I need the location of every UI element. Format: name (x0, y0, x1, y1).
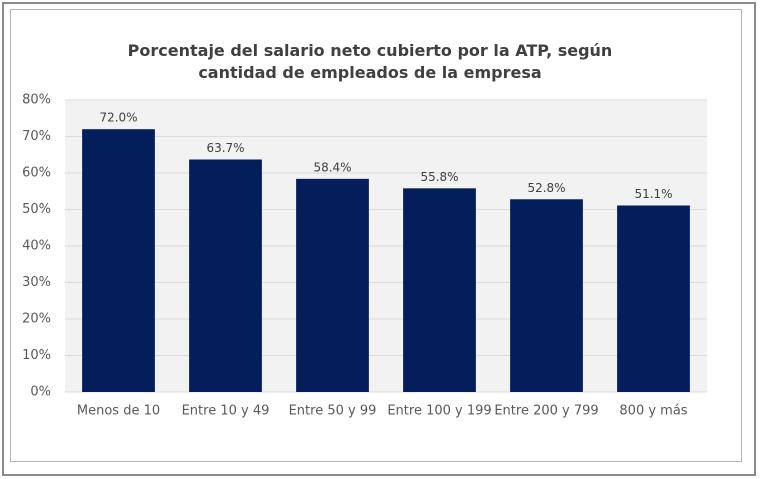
y-tick-label: 30% (22, 275, 51, 290)
x-tick-label: Entre 200 y 799 (494, 404, 598, 419)
value-label: 55.8% (420, 170, 458, 184)
inner-frame (10, 9, 742, 462)
value-label: 63.7% (206, 141, 244, 155)
value-label: 51.1% (634, 187, 672, 201)
bar (617, 205, 690, 392)
y-tick-label: 20% (22, 312, 51, 327)
value-label: 58.4% (313, 160, 351, 174)
x-tick-label: Entre 100 y 199 (387, 404, 491, 419)
bar (82, 129, 155, 392)
y-tick-label: 70% (22, 129, 51, 144)
bar (510, 199, 583, 392)
chart-title: Porcentaje del salario neto cubierto por… (127, 41, 613, 82)
bar (189, 159, 262, 392)
value-label: 52.8% (527, 181, 565, 195)
y-tick-label: 10% (22, 348, 51, 363)
y-tick-label: 50% (22, 202, 51, 217)
x-tick-label: Entre 50 y 99 (289, 404, 377, 419)
bar (403, 188, 476, 392)
x-tick-label: 800 y más (619, 404, 687, 419)
y-tick-label: 0% (30, 385, 51, 400)
value-label: 72.0% (99, 111, 137, 125)
x-tick-label: Entre 10 y 49 (182, 404, 270, 419)
y-tick-label: 60% (22, 166, 51, 181)
y-tick-label: 40% (22, 239, 51, 254)
bar (296, 178, 369, 392)
x-tick-label: Menos de 10 (77, 404, 160, 419)
y-tick-label: 80% (22, 93, 51, 108)
